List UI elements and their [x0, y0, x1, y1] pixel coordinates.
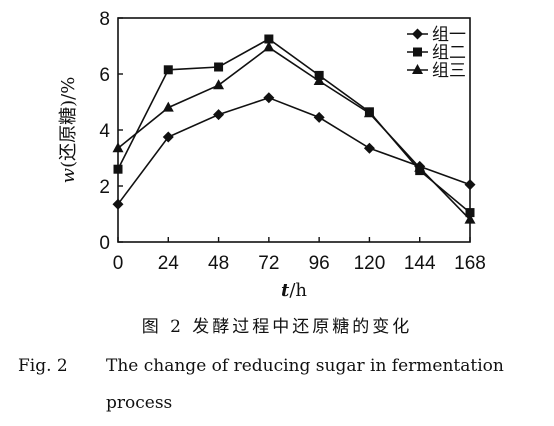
data-point: [213, 79, 225, 90]
legend-item-1: 组一: [407, 25, 466, 45]
series-2: [113, 34, 475, 218]
legend-label: 组三: [432, 61, 466, 81]
figure-caption-english-line2: process: [106, 393, 173, 413]
data-point: [263, 41, 275, 52]
x-tick-label: 168: [454, 253, 486, 274]
data-point: [464, 179, 476, 191]
y-axis-title: w(还原糖)/%: [58, 77, 79, 184]
data-point: [313, 111, 325, 123]
data-point: [162, 131, 174, 143]
series-1: [112, 92, 476, 210]
legend-item-3: 组三: [407, 61, 466, 81]
legend-marker: [413, 47, 422, 57]
data-point: [163, 65, 173, 75]
data-point: [162, 101, 174, 112]
data-point: [464, 213, 476, 224]
series-3: [112, 41, 476, 224]
legend-marker: [412, 28, 423, 40]
x-tick-label: 120: [354, 253, 386, 274]
data-point: [363, 142, 375, 154]
y-tick-label: 8: [99, 9, 110, 30]
x-tick-label: 48: [208, 253, 229, 274]
data-point: [263, 92, 275, 104]
figure-caption-english: Fig. 2 The change of reducing sugar in fe…: [18, 356, 554, 376]
series-line: [117, 96, 471, 205]
y-tick-label: 6: [99, 65, 110, 86]
x-tick-label: 96: [309, 253, 330, 274]
data-point: [465, 208, 475, 218]
y-tick-label: 4: [99, 121, 110, 142]
legend-item-2: 组二: [407, 43, 466, 63]
data-point: [112, 198, 124, 210]
series-line: [117, 46, 471, 221]
figure-caption-english-line1: The change of reducing sugar in fermenta…: [106, 356, 504, 376]
x-axis-title: t/h: [281, 280, 307, 301]
data-point: [414, 161, 426, 172]
y-tick-label: 0: [99, 233, 110, 254]
x-tick-label: 72: [258, 253, 279, 274]
y-tick-label: 2: [99, 177, 110, 198]
x-tick-label: 0: [113, 253, 124, 274]
legend-label: 组二: [432, 43, 466, 63]
figure-number: Fig. 2: [18, 356, 68, 376]
data-point: [313, 75, 325, 85]
data-point: [363, 107, 375, 118]
x-tick-label: 24: [158, 253, 180, 274]
series-line: [117, 38, 471, 214]
axis-titles: t/h w(还原糖)/%: [58, 77, 307, 301]
data-point: [113, 164, 123, 174]
x-tick-label: 144: [404, 253, 436, 274]
series-layer: [112, 34, 476, 224]
data-point: [264, 34, 274, 44]
figure-caption-chinese: 图 2 发酵过程中还原糖的变化: [141, 317, 413, 337]
legend-marker: [412, 64, 423, 74]
data-point: [213, 109, 225, 121]
data-point: [214, 62, 224, 72]
legend-label: 组一: [432, 25, 466, 45]
data-point: [112, 142, 124, 153]
